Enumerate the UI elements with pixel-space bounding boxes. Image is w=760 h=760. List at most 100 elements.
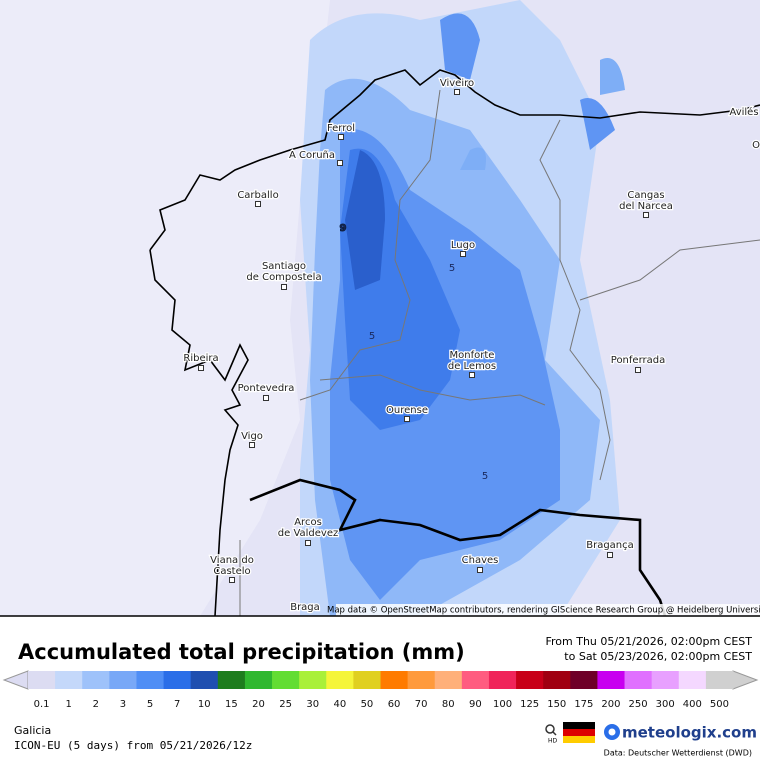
brand-logo[interactable]: meteologix.com	[604, 724, 757, 742]
scale-label: 20	[252, 699, 265, 710]
flag	[563, 722, 595, 743]
scale-label: 10	[198, 699, 211, 710]
scale-cell	[82, 671, 110, 689]
city-marker	[263, 395, 269, 401]
city-marker	[469, 372, 475, 378]
city-marker	[404, 416, 410, 422]
city-marker	[281, 284, 287, 290]
scale-cell	[28, 671, 56, 689]
contour-label: 5	[369, 331, 375, 342]
contour-label: 9	[340, 223, 347, 234]
city-marker	[643, 212, 649, 218]
scale-cell	[272, 671, 300, 689]
city-label: Castelo	[213, 566, 250, 577]
scale-cell	[353, 671, 381, 689]
scale-label: 70	[415, 699, 428, 710]
city-marker	[229, 577, 235, 583]
scale-label: 3	[120, 699, 126, 710]
scale-label: 60	[388, 699, 401, 710]
city-label: Ponferrada	[611, 355, 665, 366]
scale-label: 150	[547, 699, 566, 710]
hd-icon[interactable]: HD	[545, 724, 558, 745]
city-marker	[249, 442, 255, 448]
scale-cell	[651, 671, 680, 689]
scale-label: 300	[656, 699, 675, 710]
scale-cell	[163, 671, 192, 689]
scale-label: 2	[93, 699, 99, 710]
city-label: Vigo	[241, 431, 263, 442]
scale-arrow-left	[2, 670, 29, 690]
model-run: ICON-EU (5 days) from 05/21/2026/12z	[14, 739, 252, 752]
city-label: Viana do	[210, 555, 254, 566]
city-marker	[454, 89, 460, 95]
scale-cell	[543, 671, 571, 689]
scale-cell	[516, 671, 544, 689]
contour-label: 5	[482, 471, 488, 482]
legend-title: Accumulated total precipitation (mm)	[18, 640, 465, 664]
scale-cell	[55, 671, 83, 689]
scale-label: 1	[65, 699, 71, 710]
city-label: Braga	[290, 602, 320, 613]
scale-cell	[570, 671, 598, 689]
brand: meteologix.com	[622, 724, 757, 742]
scale-label: 90	[469, 699, 482, 710]
scale-cell	[488, 671, 517, 689]
city-label: Cangas	[627, 190, 664, 201]
data-source: Data: Deutscher Wetterdienst (DWD)	[604, 749, 752, 758]
period-start: From Thu 05/21/2026, 02:00pm CEST	[545, 635, 752, 648]
scale-cell	[461, 671, 490, 689]
city-label: Viveiro	[440, 78, 474, 89]
scale-label: 30	[306, 699, 319, 710]
scale-label: 400	[683, 699, 702, 710]
city-label: Santiago	[262, 261, 306, 272]
scale-label: 200	[601, 699, 620, 710]
city-label: Lugo	[451, 240, 475, 251]
scale-cell	[678, 671, 707, 689]
city-label: A Coruña	[289, 150, 335, 161]
period-end: to Sat 05/23/2026, 02:00pm CEST	[564, 650, 752, 663]
city-label: Arcos	[294, 517, 322, 528]
scale-cell	[380, 671, 409, 689]
region: Galicia	[14, 724, 51, 737]
scale-cell	[407, 671, 436, 689]
scale-cell	[244, 671, 273, 689]
scale-label: 5	[147, 699, 153, 710]
city-label: Carballo	[237, 190, 278, 201]
city-label: de Compostela	[246, 272, 321, 283]
city-label: Chaves	[462, 555, 499, 566]
scale-cell	[705, 671, 734, 689]
city-label: de Lemos	[448, 361, 496, 372]
city-marker	[338, 134, 344, 140]
scale-cell	[109, 671, 137, 689]
scale-cell	[299, 671, 327, 689]
city-marker	[305, 540, 311, 546]
city-label: Avilés	[729, 106, 758, 118]
scale-cell	[434, 671, 463, 689]
scale-cell	[136, 671, 165, 689]
map	[0, 0, 760, 617]
city-label: Ribeira	[183, 353, 218, 364]
scale-label: 40	[333, 699, 346, 710]
scale-label: 50	[361, 699, 374, 710]
city-marker	[337, 160, 343, 166]
scale-label: 500	[710, 699, 729, 710]
city-marker	[460, 251, 466, 257]
scale-label: 125	[520, 699, 539, 710]
scale-label: 15	[225, 699, 238, 710]
city-marker	[198, 365, 204, 371]
city-marker	[255, 201, 261, 207]
scale-cell	[217, 671, 246, 689]
scale-cell	[597, 671, 626, 689]
city-label: Pontevedra	[238, 383, 295, 394]
city-label: Monforte	[450, 350, 495, 361]
contour-label: 5	[449, 263, 455, 274]
city-marker	[607, 552, 613, 558]
hd-label: HD	[548, 738, 558, 745]
city-label: Ourense	[386, 405, 428, 416]
scale-cell	[326, 671, 354, 689]
city-label: O	[752, 140, 760, 151]
scale-label: 100	[493, 699, 512, 710]
scale-label: 25	[279, 699, 292, 710]
city-marker	[635, 367, 641, 373]
